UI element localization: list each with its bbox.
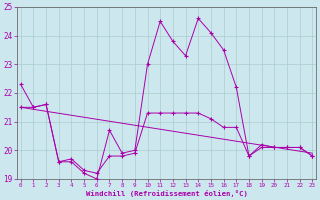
X-axis label: Windchill (Refroidissement éolien,°C): Windchill (Refroidissement éolien,°C) — [85, 190, 247, 197]
